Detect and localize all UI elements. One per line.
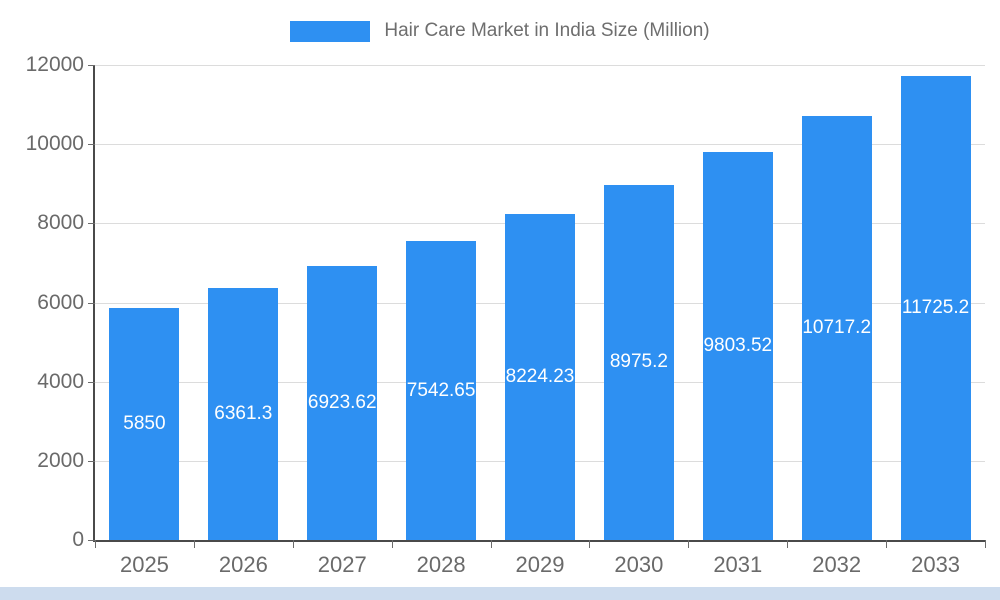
- y-tick-mark: [88, 381, 95, 383]
- x-tick-label: 2026: [218, 552, 268, 577]
- legend-swatch[interactable]: [290, 20, 371, 42]
- y-tick-mark: [88, 302, 95, 304]
- page-background-strip: [0, 587, 1000, 600]
- x-tick-label: 2033: [911, 552, 961, 577]
- x-axis-line: [93, 540, 985, 542]
- bar-cell: 5850: [95, 65, 194, 540]
- axis-ticks: [88, 65, 986, 548]
- gridline: [95, 144, 985, 146]
- bar-2029[interactable]: 8224.23: [505, 214, 575, 540]
- x-tick-label: 2027: [317, 552, 367, 577]
- y-axis-line: [93, 65, 95, 542]
- x-tick-mark: [589, 540, 591, 548]
- bar-2030[interactable]: 8975.2: [603, 184, 674, 540]
- bar-value-label: 5850: [123, 413, 166, 435]
- x-tick-mark: [490, 540, 492, 548]
- y-tick-label: 10000: [25, 132, 84, 156]
- bar-2033[interactable]: 11725.2: [900, 75, 971, 540]
- bar-value-label: 7542.65: [406, 379, 476, 401]
- x-tick-mark: [787, 540, 789, 548]
- x-tick-label: 2028: [416, 552, 466, 577]
- bar-cell: 11725.2: [886, 65, 985, 540]
- bar-2026[interactable]: 6361.3: [208, 288, 279, 540]
- bar-series: 5850 6361.3 6923.62 7542.65 8224.23 8975.2 980…: [95, 65, 985, 540]
- bar-2032[interactable]: 10717.2: [801, 115, 872, 540]
- gridline: [95, 65, 985, 66]
- x-tick-label: 2025: [119, 552, 169, 577]
- bar-cell: 6361.3: [194, 65, 293, 540]
- bar-2025[interactable]: 5850: [109, 308, 180, 540]
- x-tick-label: 2029: [515, 552, 565, 577]
- y-tick-label: 4000: [37, 369, 84, 393]
- x-tick-mark: [95, 540, 96, 548]
- y-tick-label: 2000: [37, 448, 84, 472]
- x-tick-mark: [688, 540, 690, 548]
- bar-cell: 9803.52: [688, 65, 787, 540]
- bar-2031[interactable]: 9803.52: [702, 151, 773, 540]
- y-axis: 0 2000 4000 6000 8000 10000 12000: [0, 53, 84, 551]
- bar-value-label: 6361.3: [214, 403, 273, 425]
- bar-2028[interactable]: 7542.65: [406, 241, 477, 540]
- bar-value-label: 9803.52: [703, 334, 773, 356]
- legend-label: Hair Care Market in India Size (Million): [384, 20, 710, 41]
- bar-value-label: 10717.2: [802, 316, 872, 338]
- bar-cell: 8224.23: [491, 65, 590, 540]
- x-tick-mark: [886, 540, 888, 548]
- bar-value-label: 11725.2: [901, 296, 970, 318]
- bar-2027[interactable]: 6923.62: [307, 265, 378, 540]
- bar-cell: 8975.2: [589, 65, 688, 540]
- x-tick-label: 2032: [812, 552, 862, 577]
- x-axis: 2025 2026 2027 2028 2029 2030 2031 2032 2033: [95, 552, 985, 586]
- plot-area: 5850 6361.3 6923.62 7542.65 8224.23 8975.2 980…: [88, 65, 986, 548]
- bar-value-label: 6923.62: [307, 391, 377, 413]
- y-tick-mark: [88, 144, 95, 146]
- x-tick-mark: [193, 540, 195, 548]
- x-tick-mark: [292, 540, 294, 548]
- x-tick-label: 2030: [614, 552, 664, 577]
- bar-cell: 6923.62: [293, 65, 392, 540]
- y-tick-mark: [88, 460, 95, 462]
- y-tick-label: 8000: [37, 211, 84, 235]
- bar-cell: 7542.65: [392, 65, 491, 540]
- y-tick-label: 0: [72, 528, 84, 551]
- bar-cell: 10717.2: [787, 65, 886, 540]
- y-tick-label: 12000: [25, 53, 84, 76]
- x-tick-mark: [985, 540, 986, 548]
- y-tick-mark: [88, 65, 95, 66]
- x-tick-label: 2031: [713, 552, 763, 577]
- bar-value-label: 8224.23: [505, 366, 575, 388]
- x-tick-mark: [391, 540, 393, 548]
- y-tick-label: 6000: [37, 290, 84, 314]
- y-tick-mark: [88, 540, 95, 541]
- y-tick-mark: [88, 223, 95, 225]
- legend[interactable]: Hair Care Market in India Size (Million): [0, 16, 1000, 46]
- bar-value-label: 8975.2: [609, 351, 668, 373]
